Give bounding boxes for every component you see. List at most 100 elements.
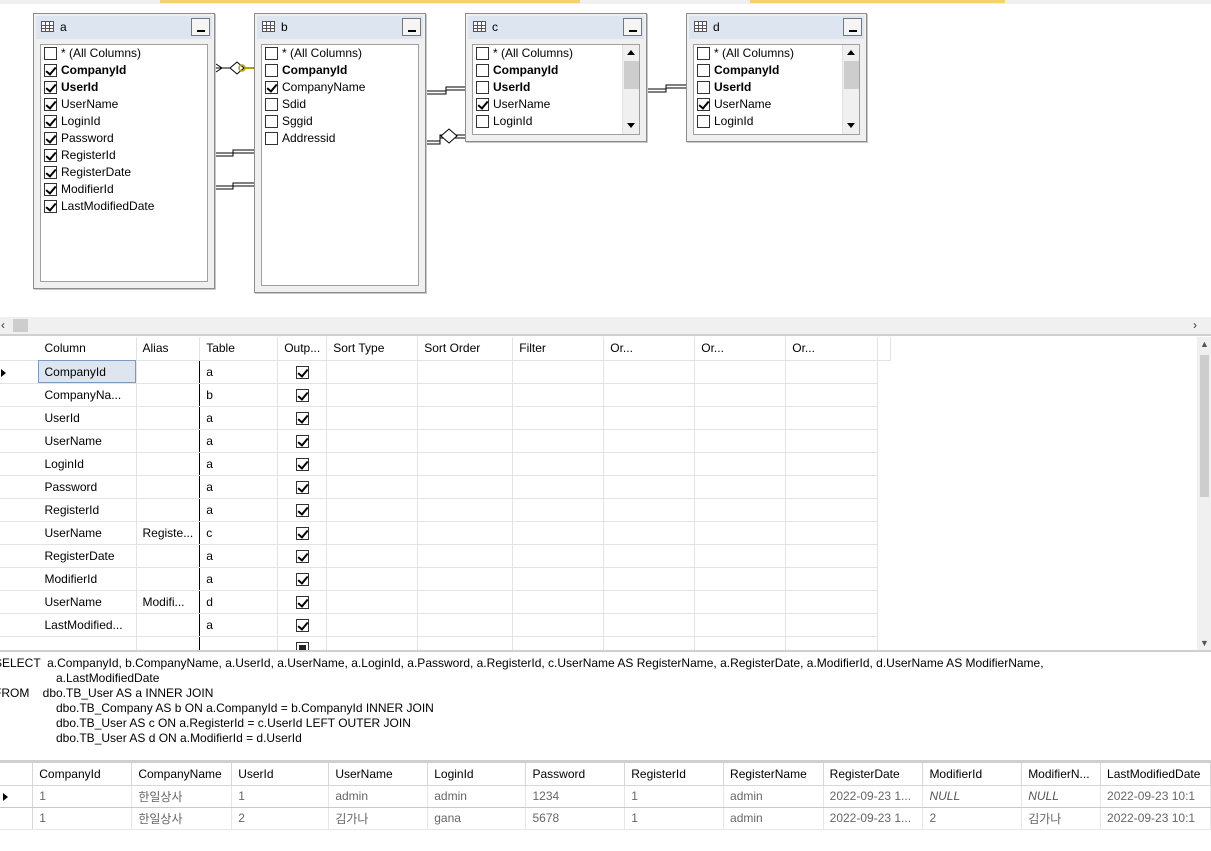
- result-column-header[interactable]: RegisterId: [624, 763, 725, 786]
- criteria-row[interactable]: RegisterDate a: [0, 544, 891, 568]
- criteria-column-header[interactable]: Outp...: [277, 337, 328, 361]
- column-item[interactable]: CompanyId: [694, 62, 859, 79]
- result-cell[interactable]: 1: [32, 785, 133, 808]
- result-cell[interactable]: 한일상사: [131, 785, 233, 808]
- checkbox-unchecked-icon[interactable]: [265, 64, 278, 77]
- criteria-column-cell[interactable]: UserName: [38, 429, 137, 453]
- criteria-or-2-cell[interactable]: [694, 613, 787, 637]
- criteria-alias-cell[interactable]: [136, 429, 201, 453]
- row-header[interactable]: [0, 807, 34, 830]
- criteria-filter-cell[interactable]: [512, 383, 605, 407]
- table-titlebar[interactable]: b: [257, 16, 423, 39]
- column-item[interactable]: Sggid: [262, 113, 418, 130]
- criteria-or-3-cell[interactable]: [785, 567, 879, 591]
- scroll-up-icon[interactable]: [624, 46, 639, 60]
- criteria-row[interactable]: LoginId a: [0, 452, 891, 476]
- column-item[interactable]: * (All Columns): [473, 45, 639, 62]
- result-column-header[interactable]: LastModifiedDate: [1100, 763, 1211, 786]
- criteria-filter-cell[interactable]: [512, 498, 605, 522]
- column-item[interactable]: LoginId: [41, 113, 207, 130]
- criteria-alias-cell[interactable]: [136, 406, 201, 430]
- current-row-arrow-icon[interactable]: [0, 785, 34, 808]
- results-pane[interactable]: CompanyId CompanyName UserId UserName LoginI…: [0, 763, 1211, 851]
- column-item[interactable]: CompanyId: [473, 62, 639, 79]
- result-column-header[interactable]: RegisterName: [723, 763, 824, 786]
- criteria-sort-order-cell[interactable]: [417, 590, 514, 614]
- result-row[interactable]: 1 한일상사 2 김가나 gana 5678 1 admin 2022-09-23 1... 2 김…: [0, 807, 1211, 830]
- table-titlebar[interactable]: d: [689, 16, 864, 39]
- sql-line[interactable]: dbo.TB_User AS d ON a.ModifierId = d.Use…: [56, 731, 302, 745]
- column-item[interactable]: RegisterDate: [41, 164, 207, 181]
- criteria-alias-cell[interactable]: [136, 636, 201, 650]
- sql-line[interactable]: dbo.TB_Company AS b ON a.CompanyId = b.C…: [56, 701, 434, 715]
- result-cell[interactable]: NULL: [922, 785, 1023, 808]
- criteria-column-header[interactable]: Filter: [512, 337, 605, 361]
- row-header[interactable]: [0, 521, 39, 545]
- checkbox-checked-icon[interactable]: [296, 388, 310, 402]
- criteria-row[interactable]: [0, 636, 891, 650]
- checkbox-checked-icon[interactable]: [296, 434, 310, 448]
- column-item[interactable]: LastModifiedDate: [41, 198, 207, 215]
- pane-divider[interactable]: [0, 760, 1211, 763]
- result-cell[interactable]: admin: [427, 785, 527, 808]
- criteria-or-2-cell[interactable]: [694, 475, 787, 499]
- criteria-filter-cell[interactable]: [512, 452, 605, 476]
- criteria-sort-order-cell[interactable]: [417, 521, 514, 545]
- criteria-alias-cell[interactable]: Registe...: [136, 521, 201, 545]
- criteria-sort-order-cell[interactable]: [417, 498, 514, 522]
- column-list-scrollbar[interactable]: [622, 45, 639, 134]
- criteria-output-cell[interactable]: [277, 452, 328, 476]
- criteria-output-cell[interactable]: [277, 544, 328, 568]
- criteria-alias-cell[interactable]: [136, 475, 201, 499]
- result-cell[interactable]: 1: [624, 807, 725, 830]
- criteria-filter-cell[interactable]: [512, 521, 605, 545]
- criteria-row[interactable]: UserName Modifi... d: [0, 590, 891, 614]
- criteria-column-header[interactable]: Or...: [603, 337, 696, 361]
- result-cell[interactable]: 2022-09-23 10:1: [1100, 785, 1211, 808]
- checkbox-checked-icon[interactable]: [44, 149, 57, 162]
- result-column-header[interactable]: Password: [525, 763, 626, 786]
- table-titlebar[interactable]: a: [36, 16, 212, 39]
- criteria-row[interactable]: UserId a: [0, 406, 891, 430]
- criteria-row[interactable]: UserName Registe... c: [0, 521, 891, 545]
- criteria-sort-type-cell[interactable]: [326, 360, 419, 384]
- criteria-sort-type-cell[interactable]: [326, 383, 419, 407]
- criteria-row[interactable]: Password a: [0, 475, 891, 499]
- column-item[interactable]: UserName: [41, 96, 207, 113]
- current-row-arrow-icon[interactable]: [0, 360, 39, 384]
- criteria-sort-order-cell[interactable]: [417, 429, 514, 453]
- checkbox-checked-icon[interactable]: [296, 526, 310, 540]
- criteria-column-cell[interactable]: RegisterDate: [38, 544, 137, 568]
- checkbox-checked-icon[interactable]: [265, 81, 278, 94]
- criteria-column-header[interactable]: Or...: [694, 337, 787, 361]
- checkbox-checked-icon[interactable]: [296, 618, 310, 632]
- results-grid[interactable]: CompanyId CompanyName UserId UserName LoginI…: [0, 763, 1211, 830]
- column-list[interactable]: * (All Columns) CompanyId UserId UserName Lo…: [472, 44, 640, 135]
- criteria-sort-order-cell[interactable]: [417, 567, 514, 591]
- criteria-table-cell[interactable]: a: [199, 544, 279, 568]
- criteria-or-1-cell[interactable]: [603, 498, 696, 522]
- criteria-sort-order-cell[interactable]: [417, 383, 514, 407]
- criteria-column-cell[interactable]: RegisterId: [38, 498, 137, 522]
- sql-line[interactable]: SELECT a.CompanyId, b.CompanyName, a.Use…: [0, 656, 1044, 670]
- column-item[interactable]: UserId: [473, 79, 639, 96]
- criteria-table-cell[interactable]: d: [199, 590, 279, 614]
- column-item[interactable]: UserName: [473, 96, 639, 113]
- criteria-sort-order-cell[interactable]: [417, 544, 514, 568]
- scroll-right-icon[interactable]: ›: [1193, 318, 1197, 332]
- result-cell[interactable]: NULL: [1021, 785, 1102, 808]
- row-header[interactable]: [0, 636, 39, 650]
- criteria-column-cell[interactable]: UserName: [38, 590, 137, 614]
- criteria-output-cell[interactable]: [277, 429, 328, 453]
- criteria-sort-type-cell[interactable]: [326, 544, 419, 568]
- column-item[interactable]: Addressid: [262, 130, 418, 147]
- checkbox-checked-icon[interactable]: [296, 572, 310, 586]
- criteria-table-cell[interactable]: a: [199, 475, 279, 499]
- criteria-or-3-cell[interactable]: [785, 590, 879, 614]
- column-item[interactable]: CompanyId: [41, 62, 207, 79]
- criteria-or-3-cell[interactable]: [785, 360, 879, 384]
- criteria-or-1-cell[interactable]: [603, 613, 696, 637]
- criteria-row[interactable]: CompanyId a: [0, 360, 891, 384]
- criteria-or-1-cell[interactable]: [603, 429, 696, 453]
- checkbox-checked-icon[interactable]: [44, 200, 57, 213]
